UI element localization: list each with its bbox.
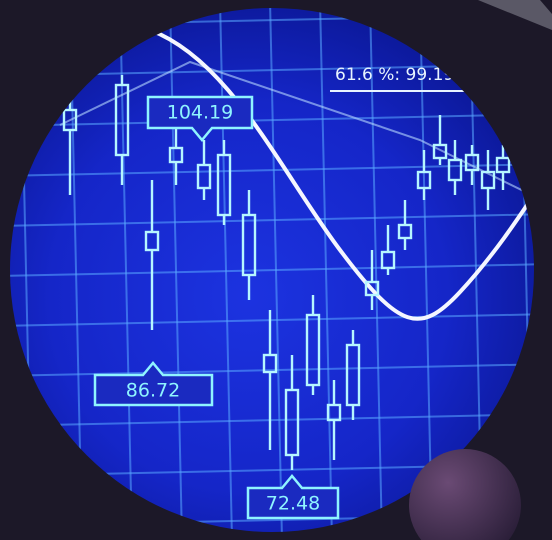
grid-line <box>10 213 534 227</box>
grid-line <box>219 8 233 532</box>
candle-body <box>305 313 321 387</box>
mid-label: 86.72 <box>126 380 180 402</box>
candle-body <box>416 170 432 190</box>
candle-body <box>62 108 78 132</box>
candle-body <box>447 158 463 182</box>
candle-body <box>196 163 212 190</box>
candle-body <box>144 230 160 252</box>
grid-line <box>10 413 534 427</box>
candle-body <box>241 213 257 277</box>
grid-line <box>10 313 534 327</box>
corner-shape <box>478 0 552 30</box>
candle-body <box>284 388 300 457</box>
candle-body <box>168 146 184 164</box>
fib-label: 61.6 %: 99.19 <box>335 65 454 85</box>
grid-line <box>10 263 534 277</box>
candle-body <box>216 153 232 217</box>
candle-body <box>114 83 130 157</box>
low-label: 72.48 <box>266 493 320 515</box>
label-box <box>93 361 214 407</box>
candle-body <box>262 353 278 374</box>
candle-body <box>345 343 361 407</box>
candle-body <box>432 143 448 160</box>
grid-line <box>169 8 183 532</box>
candle-body <box>364 280 380 297</box>
grid-line <box>319 8 333 532</box>
label-box <box>146 95 254 142</box>
candle-body <box>495 156 511 174</box>
candles <box>62 75 511 470</box>
candle-body <box>380 250 396 270</box>
candle-body <box>480 170 496 190</box>
orb <box>409 449 521 540</box>
high-label: 104.19 <box>167 102 233 124</box>
candle-body <box>397 223 413 240</box>
candle-body <box>326 403 342 422</box>
label-box <box>246 474 340 520</box>
grid-line <box>119 8 133 532</box>
grid-line <box>10 113 534 127</box>
candle-body <box>464 153 480 172</box>
